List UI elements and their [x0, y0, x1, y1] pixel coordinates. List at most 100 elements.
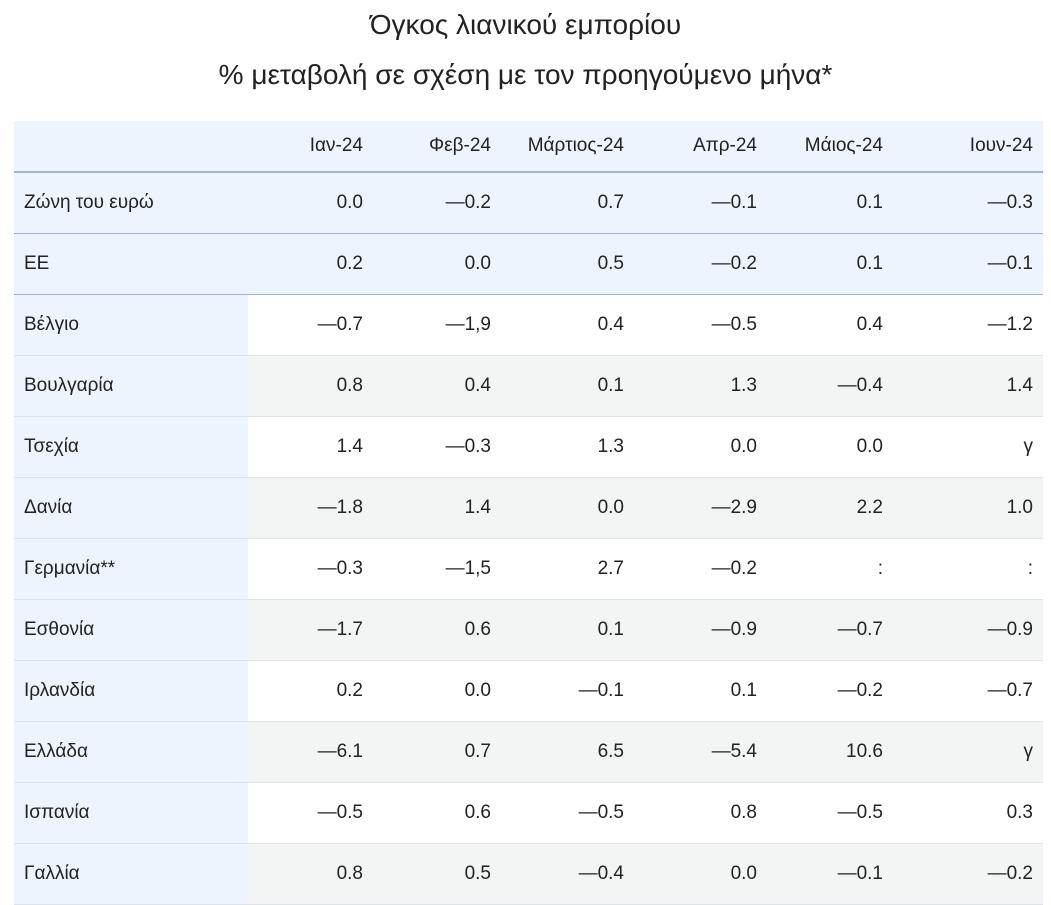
row-label: Τσεχία [14, 416, 248, 478]
value-cell: 0.7 [501, 172, 634, 234]
table-row: Ιρλανδία 0.2 0.0 —0.1 0.1 —0.2 —0.7 [14, 660, 1043, 722]
page-title: Όγκος λιανικού εμπορίου [369, 9, 682, 40]
value-cell: —0.4 [767, 355, 893, 417]
table-row: Ζώνη του ευρώ 0.0 —0.2 0.7 —0.1 0.1 —0.3 [14, 172, 1043, 234]
value-cell: 0.2 [248, 660, 373, 722]
value-cell: γ [893, 721, 1043, 783]
row-label: Ζώνη του ευρώ [14, 172, 248, 234]
value-cell: —0.5 [501, 782, 634, 844]
header-cell-country [14, 121, 248, 173]
value-cell: —5.4 [634, 721, 767, 783]
value-cell: 0.5 [501, 233, 634, 295]
table-row: Γερμανία** —0.3 —1,5 2.7 —0.2:: [14, 538, 1043, 600]
value-cell: 1.4 [893, 355, 1043, 417]
value-cell: —1.8 [248, 477, 373, 539]
value-cell: 0.8 [248, 355, 373, 417]
value-cell: —1.2 [893, 294, 1043, 356]
value-cell: —0.1 [893, 233, 1043, 295]
value-cell: —1,5 [373, 538, 501, 600]
header-cell-jan-24: Ιαν-24 [248, 121, 373, 173]
value-cell: : [893, 538, 1043, 600]
value-cell: 0.0 [373, 233, 501, 295]
value-cell: γ [893, 416, 1043, 478]
value-cell: 0.1 [767, 172, 893, 234]
row-label: Βουλγαρία [14, 355, 248, 417]
header-cell-mar-24: Μάρτιος-24 [501, 121, 634, 173]
value-cell: —0.4 [501, 843, 634, 905]
value-cell: —0.2 [634, 538, 767, 600]
header-cell-jun-24: Ιουν-24 [893, 121, 1043, 173]
header-row: Ιαν-24 Φεβ-24 Μάρτιος-24 Απρ-24 Μάιος-24… [14, 121, 1043, 173]
row-label: Γερμανία** [14, 538, 248, 600]
table-row: Γαλλία 0.8 0.5 —0.4 0.0 —0.1 —0.2 [14, 843, 1043, 905]
value-cell: 2.7 [501, 538, 634, 600]
row-label: Δανία [14, 477, 248, 539]
page-subtitle: % μεταβολή σε σχέση με τον προηγούμενο μ… [218, 59, 833, 90]
value-cell: —0.3 [893, 172, 1043, 234]
table-row: Τσεχία 1.4 —0.3 1.3 0.0 0.0 γ [14, 416, 1043, 478]
value-cell: 0.6 [373, 782, 501, 844]
value-cell: 0.0 [634, 416, 767, 478]
value-cell: —0.5 [634, 294, 767, 356]
value-cell: 10.6 [767, 721, 893, 783]
value-cell: 0.0 [248, 172, 373, 234]
value-cell: 0.8 [634, 782, 767, 844]
value-cell: —1.7 [248, 599, 373, 661]
value-cell: 0.6 [373, 599, 501, 661]
table-header: Ιαν-24 Φεβ-24 Μάρτιος-24 Απρ-24 Μάιος-24… [14, 121, 1043, 173]
value-cell: 0.8 [248, 843, 373, 905]
value-cell: —0.2 [767, 660, 893, 722]
value-cell: 1.4 [373, 477, 501, 539]
value-cell: —6.1 [248, 721, 373, 783]
value-cell: 1.3 [501, 416, 634, 478]
table-row: Εσθονία —1.7 0.6 0.1 —0.9 —0.7 —0.9 [14, 599, 1043, 661]
value-cell: 0.4 [373, 355, 501, 417]
value-cell: —0.1 [501, 660, 634, 722]
value-cell: —0.3 [248, 538, 373, 600]
value-cell: 0.0 [767, 416, 893, 478]
value-cell: —0.5 [248, 782, 373, 844]
value-cell: 0.2 [248, 233, 373, 295]
value-cell: —0.2 [893, 843, 1043, 905]
value-cell: 0.3 [893, 782, 1043, 844]
row-label: Ιρλανδία [14, 660, 248, 722]
value-cell: —0.1 [634, 172, 767, 234]
value-cell: 0.7 [373, 721, 501, 783]
row-label: Βέλγιο [14, 294, 248, 356]
value-cell: 1.3 [634, 355, 767, 417]
value-cell: —0.2 [373, 172, 501, 234]
value-cell: —0.3 [373, 416, 501, 478]
table-row: Ελλάδα —6.1 0.7 6.5 —5.4 10.6 γ [14, 721, 1043, 783]
value-cell: 0.1 [634, 660, 767, 722]
header-cell-apr-24: Απρ-24 [634, 121, 767, 173]
row-label: Γαλλία [14, 843, 248, 905]
value-cell: 0.0 [501, 477, 634, 539]
row-label: Εσθονία [14, 599, 248, 661]
value-cell: 0.4 [767, 294, 893, 356]
value-cell: 0.5 [373, 843, 501, 905]
value-cell: —2.9 [634, 477, 767, 539]
value-cell: 1.0 [893, 477, 1043, 539]
value-cell: 0.1 [767, 233, 893, 295]
table-row: Βέλγιο —0.7 —1,9 0.4 —0.5 0.4 —1.2 [14, 294, 1043, 356]
value-cell: —0.9 [893, 599, 1043, 661]
row-label: Ελλάδα [14, 721, 248, 783]
value-cell: —1,9 [373, 294, 501, 356]
table-row: Δανία —1.8 1.4 0.0 —2.9 2.2 1.0 [14, 477, 1043, 539]
value-cell: 1.4 [248, 416, 373, 478]
table-row: Βουλγαρία 0.8 0.4 0.1 1.3 —0.4 1.4 [14, 355, 1043, 417]
header-cell-may-24: Μάιος-24 [767, 121, 893, 173]
page-header: Όγκος λιανικού εμπορίου % μεταβολή σε σχ… [0, 0, 1051, 92]
row-label: ΕΕ [14, 233, 248, 295]
table-row: ΕΕ 0.2 0.0 0.5 —0.2 0.1 —0.1 [14, 233, 1043, 295]
value-cell: 0.1 [501, 355, 634, 417]
value-cell: —0.1 [767, 843, 893, 905]
value-cell: 0.0 [634, 843, 767, 905]
value-cell: 0.4 [501, 294, 634, 356]
value-cell: 6.5 [501, 721, 634, 783]
retail-volume-table-container: Ιαν-24 Φεβ-24 Μάρτιος-24 Απρ-24 Μάιος-24… [14, 121, 1043, 905]
value-cell: : [767, 538, 893, 600]
row-label: Ισπανία [14, 782, 248, 844]
value-cell: 0.0 [373, 660, 501, 722]
table-body: Ζώνη του ευρώ 0.0 —0.2 0.7 —0.1 0.1 —0.3 ΕΕ 0.2 0… [14, 172, 1043, 905]
